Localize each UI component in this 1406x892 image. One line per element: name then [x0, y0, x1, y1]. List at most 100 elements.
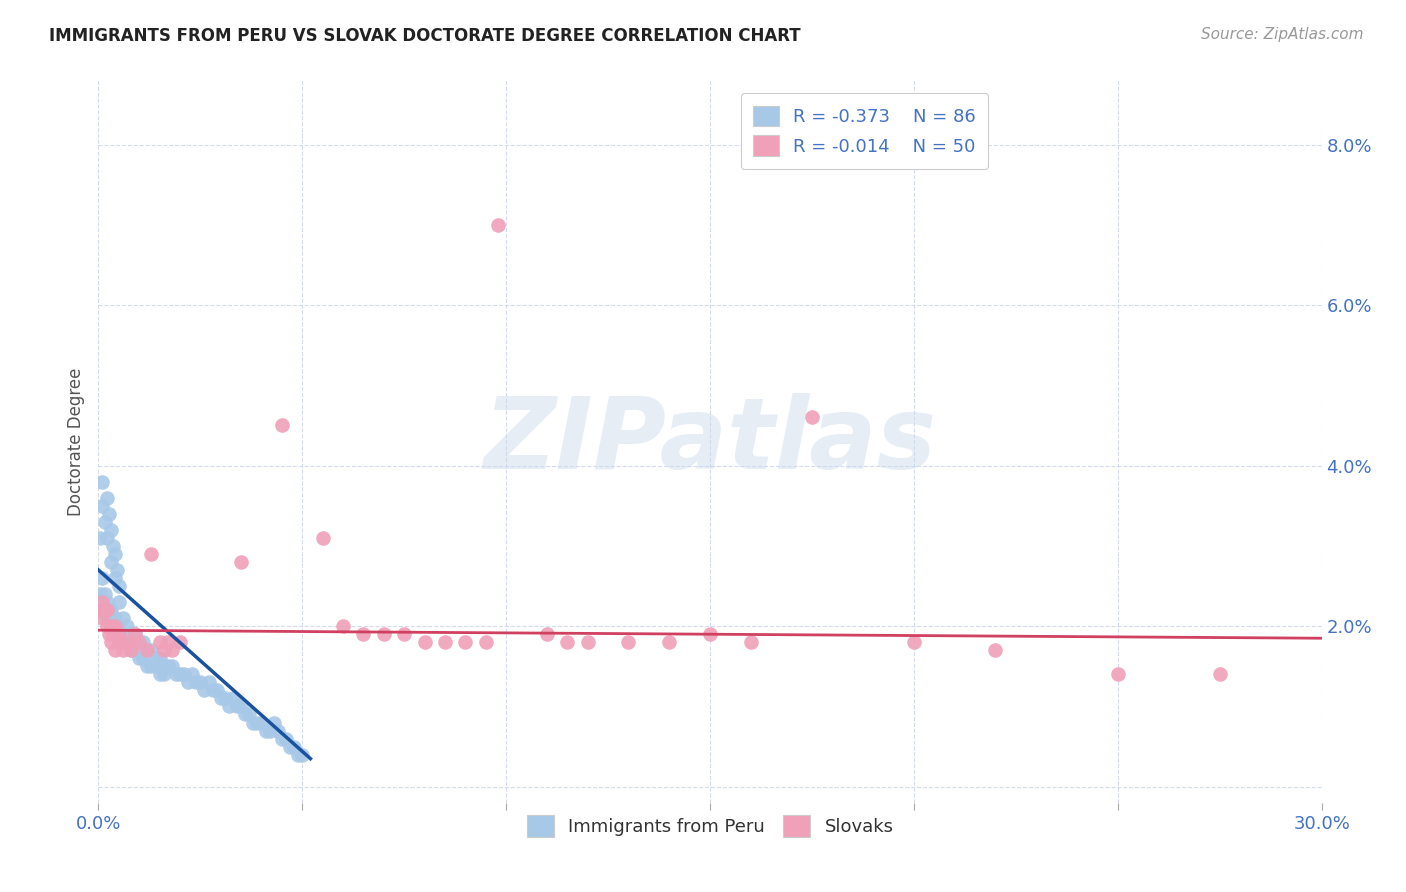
Point	[434, 635, 457, 649]
Point	[145, 659, 167, 673]
Point	[231, 699, 253, 714]
Point	[91, 475, 114, 489]
Point	[193, 683, 215, 698]
Point	[576, 635, 599, 649]
Point	[104, 619, 127, 633]
Point	[97, 603, 120, 617]
Point	[205, 683, 228, 698]
Point	[100, 619, 122, 633]
Point	[91, 603, 114, 617]
Point	[108, 627, 131, 641]
Point	[145, 651, 167, 665]
Point	[141, 547, 163, 561]
Point	[740, 635, 762, 649]
Point	[474, 635, 498, 649]
Point	[111, 611, 134, 625]
Point	[984, 643, 1007, 657]
Point	[274, 731, 297, 746]
Point	[254, 723, 277, 738]
Point	[699, 627, 721, 641]
Point	[156, 635, 179, 649]
Point	[160, 659, 183, 673]
Point	[120, 643, 142, 657]
Point	[177, 675, 200, 690]
Point	[250, 715, 273, 730]
Point	[536, 627, 558, 641]
Point	[97, 507, 120, 521]
Point	[108, 635, 131, 649]
Point	[226, 699, 249, 714]
Point	[312, 531, 335, 545]
Point	[96, 603, 118, 617]
Point	[197, 675, 219, 690]
Point	[181, 667, 204, 681]
Point	[149, 667, 172, 681]
Point	[111, 627, 134, 641]
Point	[222, 691, 245, 706]
Point	[115, 635, 138, 649]
Point	[100, 523, 122, 537]
Point	[132, 651, 155, 665]
Point	[136, 643, 159, 657]
Point	[96, 619, 118, 633]
Point	[352, 627, 374, 641]
Point	[128, 651, 150, 665]
Point	[169, 635, 191, 649]
Point	[100, 603, 122, 617]
Point	[124, 627, 146, 641]
Point	[218, 699, 240, 714]
Point	[486, 218, 509, 232]
Point	[91, 611, 114, 625]
Point	[801, 410, 824, 425]
Point	[104, 611, 127, 625]
Point	[89, 531, 111, 545]
Text: Source: ZipAtlas.com: Source: ZipAtlas.com	[1201, 27, 1364, 42]
Point	[1107, 667, 1129, 681]
Point	[160, 643, 183, 657]
Point	[287, 747, 309, 762]
Point	[101, 611, 124, 625]
Point	[152, 643, 174, 657]
Point	[128, 635, 150, 649]
Point	[270, 418, 294, 433]
Point	[413, 635, 436, 649]
Point	[136, 643, 159, 657]
Point	[454, 635, 477, 649]
Point	[169, 667, 191, 681]
Point	[91, 571, 114, 585]
Point	[283, 739, 305, 754]
Point	[173, 667, 195, 681]
Point	[120, 627, 142, 641]
Point	[108, 635, 131, 649]
Y-axis label: Doctorate Degree: Doctorate Degree	[66, 368, 84, 516]
Point	[291, 747, 314, 762]
Point	[270, 731, 294, 746]
Point	[100, 635, 122, 649]
Legend: Immigrants from Peru, Slovaks: Immigrants from Peru, Slovaks	[519, 808, 901, 845]
Point	[97, 627, 120, 641]
Point	[124, 627, 146, 641]
Point	[267, 723, 290, 738]
Point	[165, 667, 187, 681]
Point	[105, 619, 128, 633]
Point	[104, 571, 127, 585]
Point	[201, 683, 224, 698]
Point	[96, 491, 118, 505]
Point	[108, 627, 131, 641]
Point	[238, 707, 260, 722]
Point	[96, 531, 118, 545]
Point	[278, 739, 301, 754]
Point	[91, 595, 114, 609]
Point	[233, 707, 256, 722]
Point	[115, 619, 138, 633]
Point	[231, 555, 253, 569]
Point	[91, 499, 114, 513]
Point	[96, 595, 118, 609]
Point	[89, 587, 111, 601]
Text: ZIPatlas: ZIPatlas	[484, 393, 936, 490]
Point	[104, 643, 127, 657]
Point	[392, 627, 416, 641]
Point	[132, 635, 155, 649]
Point	[104, 547, 127, 561]
Point	[263, 715, 285, 730]
